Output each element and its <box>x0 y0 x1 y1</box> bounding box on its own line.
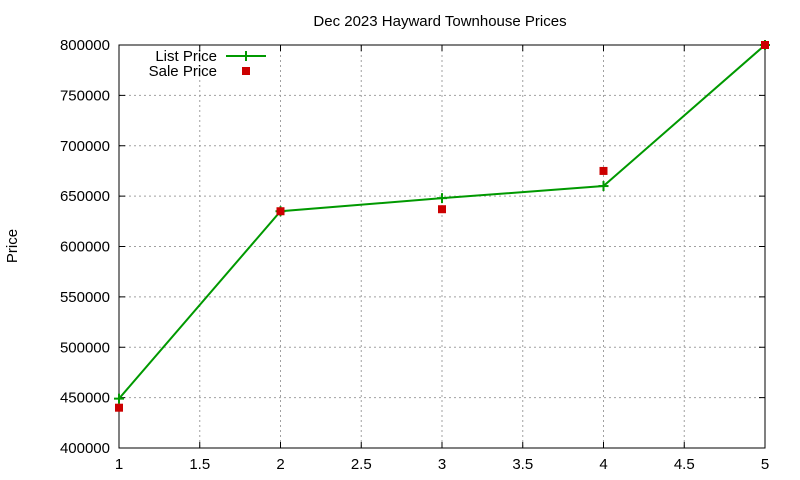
y-tick-label: 550000 <box>60 289 110 306</box>
y-tick-label: 700000 <box>60 138 110 155</box>
series-1 <box>115 41 769 412</box>
data-point <box>114 393 124 404</box>
data-point <box>276 207 285 216</box>
axes <box>118 44 766 449</box>
data-point <box>115 403 123 412</box>
x-tick-label: 4 <box>599 456 607 473</box>
y-tick-label: 400000 <box>60 440 110 457</box>
x-tick-label: 1 <box>115 456 123 473</box>
data-point <box>599 166 608 175</box>
legend-plus-symbol <box>241 51 251 61</box>
series <box>114 40 770 412</box>
y-tick-label: 450000 <box>60 390 110 407</box>
y-tick-label: 500000 <box>60 339 110 356</box>
x-tick-label: 3.5 <box>512 456 533 473</box>
data-point <box>438 205 446 214</box>
legend-label: List Price <box>155 48 217 65</box>
x-tick-label: 4.5 <box>674 456 695 473</box>
x-tick-label: 2.5 <box>351 456 372 473</box>
legend-entry: Sale Price <box>149 63 250 80</box>
x-tick-label: 1.5 <box>189 456 210 473</box>
y-tick-label: 800000 <box>60 37 110 54</box>
y-tick-label: 750000 <box>60 87 110 104</box>
x-tick-label: 5 <box>761 456 769 473</box>
y-axis-label: Price <box>4 229 21 263</box>
legend-square-symbol <box>242 67 250 75</box>
x-tick-label: 3 <box>438 456 446 473</box>
tick-labels: 1 1.5 2 2.5 3 3.5 4 4.5 5 400000 450000 500000 55000… <box>60 37 769 473</box>
chart-title: Dec 2023 Hayward Townhouse Prices <box>313 13 566 30</box>
grid-lines <box>119 45 765 448</box>
data-point <box>598 181 609 192</box>
data-point <box>437 193 447 204</box>
plot-border <box>118 44 766 449</box>
y-tick-label: 600000 <box>60 239 110 256</box>
x-tick-label: 2 <box>276 456 284 473</box>
legend-entry: List Price <box>155 48 266 65</box>
y-tick-label: 650000 <box>60 188 110 205</box>
legend-label: Sale Price <box>149 63 217 80</box>
data-point <box>761 41 769 49</box>
